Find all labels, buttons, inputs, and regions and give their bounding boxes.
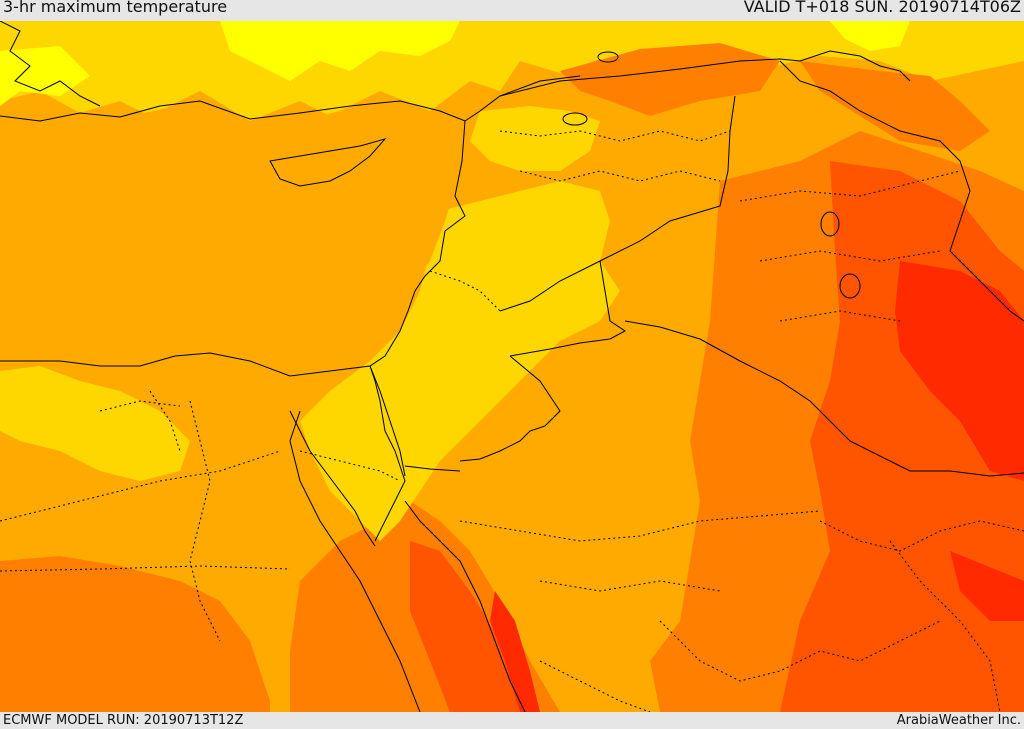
temp-zone-yellow-syria <box>470 106 600 171</box>
temp-zone-yellow-egypt <box>0 366 190 481</box>
country-borders <box>369 50 1024 477</box>
province-borders <box>0 130 1024 712</box>
valid-time: VALID T+018 SUN. 20190714T06Z <box>743 0 1021 16</box>
temp-zone-red-red-sea <box>490 591 540 712</box>
credit-label: ArabiaWeather Inc. <box>896 713 1021 728</box>
model-run-label: ECMWF MODEL RUN: 20190713T12Z <box>3 713 244 728</box>
temp-zone-dark-orange-red-sea <box>410 541 530 712</box>
temp-zone-light-yellow-northeast <box>830 21 910 51</box>
temp-zone-orange-southwest <box>0 556 270 712</box>
map-title: 3-hr maximum temperature <box>3 0 228 16</box>
footer-bar: ECMWF MODEL RUN: 20190713T12Z ArabiaWeat… <box>0 712 1024 729</box>
map-canvas <box>0 21 1024 712</box>
mediterranean-sea <box>0 101 460 366</box>
temp-zone-red-iraq <box>895 261 1024 481</box>
coastlines <box>0 21 1024 712</box>
temp-zone-orange-turkey <box>560 43 780 116</box>
cyprus-outline <box>269 138 387 187</box>
temp-zone-orange-turkey-east <box>800 61 990 151</box>
header-bar: 3-hr maximum temperature VALID T+018 SUN… <box>0 0 1024 21</box>
temp-zone-light-yellow-north <box>220 21 460 81</box>
temp-zone-yellow-levant <box>300 181 620 541</box>
temp-zone-red-gulf <box>950 551 1024 621</box>
lakes <box>562 51 861 299</box>
temperature-map-svg <box>0 21 1024 712</box>
